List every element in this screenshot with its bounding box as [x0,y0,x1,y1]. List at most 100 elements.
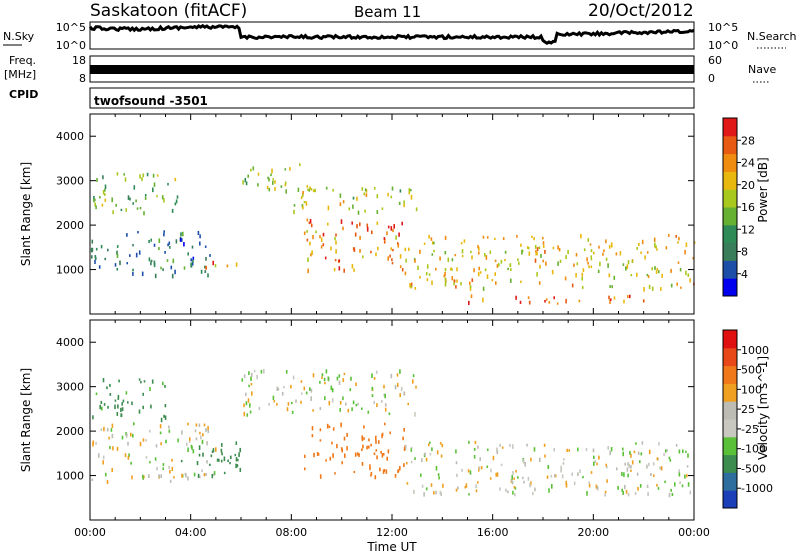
data-cell [376,455,378,460]
data-cell [621,488,623,492]
data-cell [573,481,576,486]
data-cell [500,259,503,264]
data-cell [149,461,151,464]
data-cell [660,287,662,291]
data-cell [565,480,567,485]
data-cell [167,182,169,186]
data-cell [241,378,244,382]
data-cell [251,372,253,377]
data-cell [371,230,373,235]
data-cell [175,239,178,244]
data-cell [169,246,171,249]
data-cell [189,437,191,441]
data-cell [218,458,220,462]
data-cell [356,452,359,456]
data-cell [243,411,246,417]
data-cell [373,377,376,380]
data-cell [470,294,473,299]
data-cell [670,268,672,273]
data-cell [102,378,105,383]
data-cell [293,204,296,207]
data-cell [156,174,159,177]
data-cell [455,488,458,492]
data-cell [391,186,394,191]
data-cell [327,205,330,211]
data-cell [642,299,645,303]
data-cell [471,255,473,260]
data-cell [223,456,226,462]
data-cell [353,268,355,272]
data-cell [301,193,304,198]
data-cell [664,480,666,484]
noise-trace [88,23,695,45]
data-cell [530,457,532,462]
data-cell [129,254,131,257]
data-cell [325,186,328,190]
data-cell [341,461,343,465]
data-cell [609,299,611,304]
data-cell [163,414,165,418]
data-cell [622,263,625,266]
data-cell [477,445,479,449]
data-cell [444,251,447,255]
data-cell [125,391,128,395]
data-cell [144,194,147,197]
data-cell [387,225,390,229]
colorbar-tick-label: 500 [741,364,762,377]
data-cell [145,439,147,442]
data-cell [243,403,245,408]
data-cell [511,475,513,480]
data-cell [678,469,680,474]
data-cell [323,377,326,382]
data-cell [431,280,433,286]
data-cell [593,461,595,466]
data-cell [102,460,104,465]
data-cell [368,445,370,449]
data-cell [109,383,111,387]
data-cell [679,481,681,485]
data-cell [677,261,680,264]
data-cell [607,446,609,450]
data-cell [307,257,309,263]
data-cell [403,446,406,451]
data-cell [361,462,364,466]
data-cell [578,299,581,303]
data-cell [425,457,428,462]
data-cell [575,273,577,278]
data-cell [156,467,158,471]
data-cell [342,226,344,231]
data-cell [439,490,442,495]
data-cell [414,287,417,290]
data-cell [116,172,119,176]
data-cell [456,279,458,283]
data-cell [211,450,214,454]
data-cell [106,427,109,432]
data-cell [404,444,407,450]
data-cell [451,276,454,281]
data-cell [559,259,562,263]
data-cell [435,267,437,271]
data-cell [533,447,536,452]
data-cell [353,470,356,474]
data-cell [410,285,413,289]
data-cell [129,197,131,201]
data-cell [199,431,201,435]
data-cell [604,490,607,494]
data-cell [361,407,363,410]
data-cell [656,267,659,271]
data-cell [477,481,479,484]
data-cell [283,386,285,389]
data-cell [300,400,302,404]
data-cell [183,242,185,247]
data-cell [565,298,567,304]
data-cell [538,246,541,250]
data-cell [608,295,610,300]
data-cell [248,371,250,375]
data-cell [381,400,383,403]
data-cell [676,282,678,286]
data-cell [126,433,128,436]
data-cell [647,491,649,496]
data-cell [468,493,470,496]
data-cell [338,374,341,378]
data-cell [478,246,480,251]
